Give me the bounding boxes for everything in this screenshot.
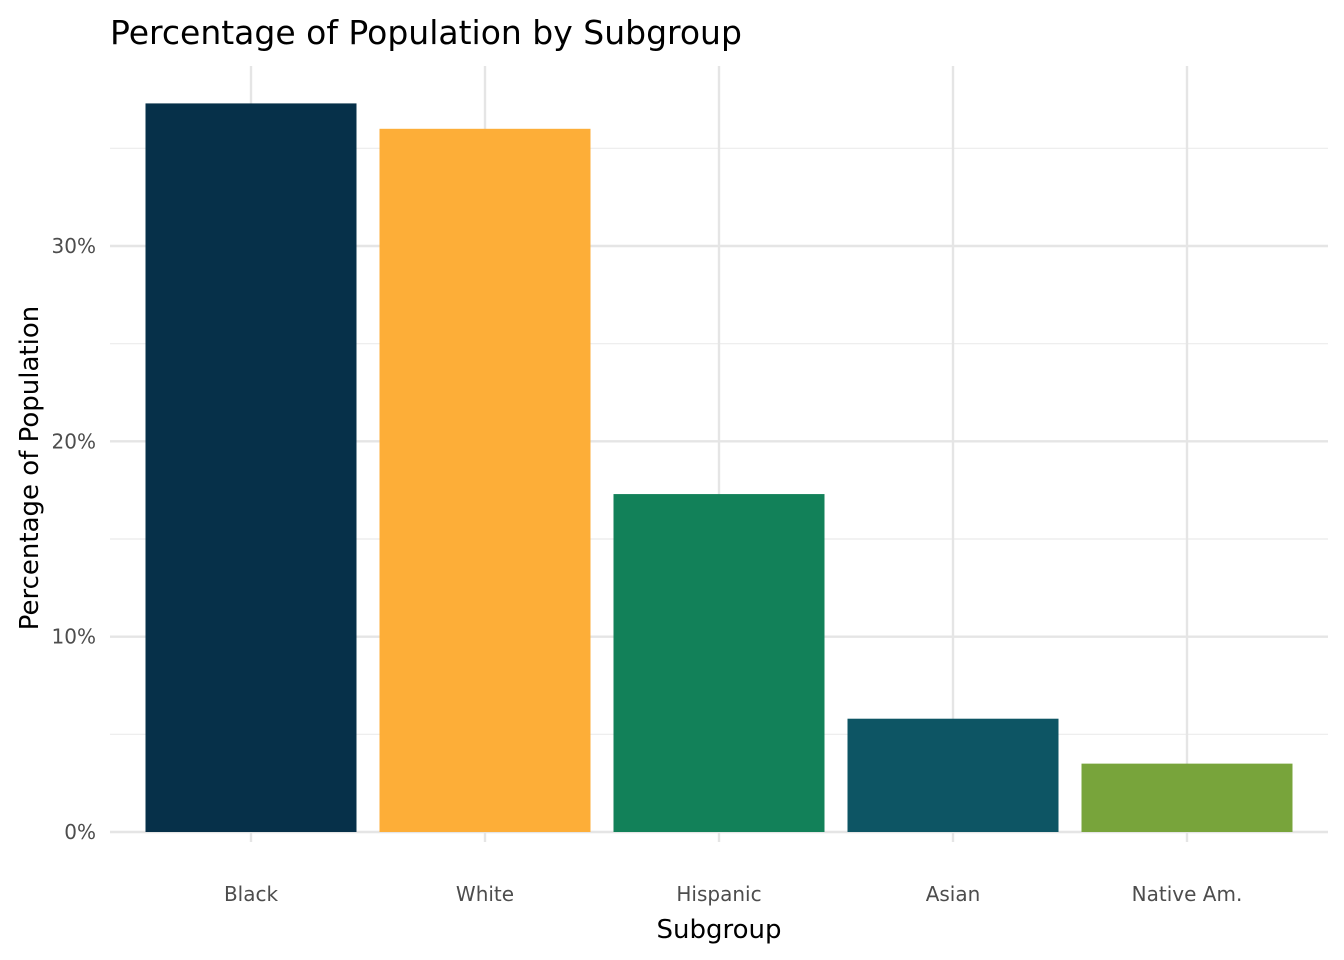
bar-asian (847, 718, 1059, 832)
bar-native-am (1081, 763, 1293, 832)
x-axis-title: Subgroup (657, 915, 782, 945)
y-tick-label: 30% (52, 234, 96, 258)
bar-hispanic (613, 494, 825, 832)
chart-title: Percentage of Population by Subgroup (110, 13, 742, 52)
bar-white (379, 128, 591, 833)
y-tick-label: 0% (64, 820, 96, 844)
y-axis-title: Percentage of Population (15, 306, 45, 630)
x-tick-label: White (456, 882, 514, 906)
x-tick-label: Hispanic (676, 882, 761, 906)
bars (145, 103, 1293, 833)
tick-labels: 0% 10% 20% 30% Black White Hispanic Asian Native… (52, 234, 1243, 906)
x-tick-label: Black (224, 882, 279, 906)
y-tick-label: 20% (52, 429, 96, 453)
x-tick-label: Asian (926, 882, 981, 906)
y-tick-label: 10% (52, 625, 96, 649)
bar-black (145, 103, 357, 832)
x-tick-label: Native Am. (1132, 882, 1243, 906)
